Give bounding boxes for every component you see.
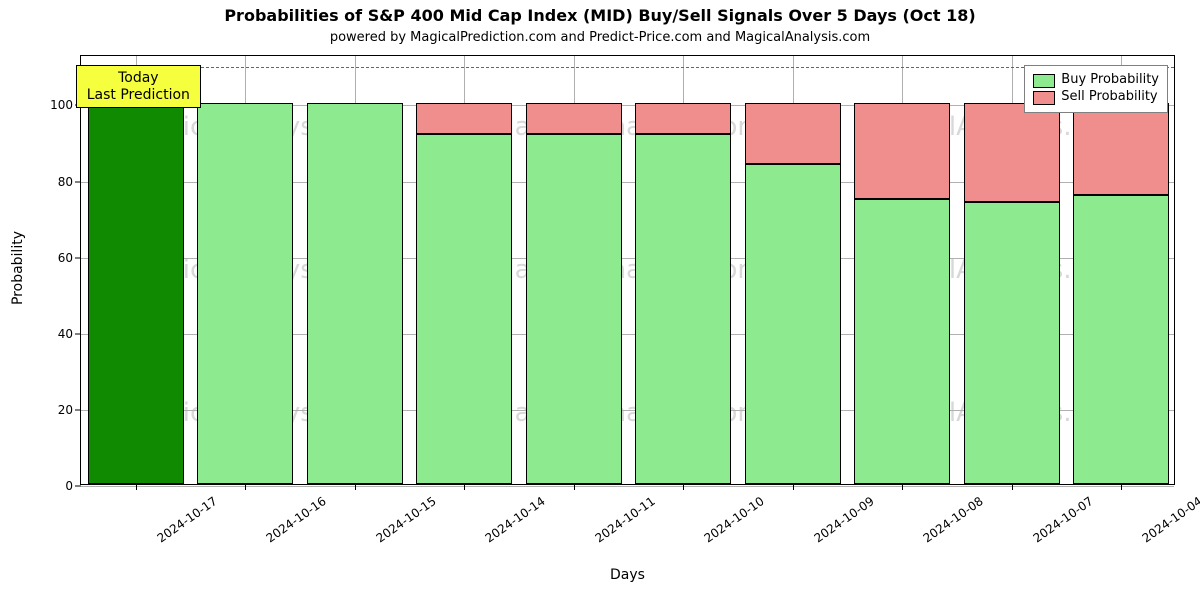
chart-container: Probabilities of S&P 400 Mid Cap Index (… [0, 0, 1200, 600]
xtick-label: 2024-10-11 [592, 494, 657, 545]
callout-line: Last Prediction [87, 87, 190, 103]
bar-sell [745, 103, 841, 164]
xtick-mark [355, 484, 356, 490]
bar-buy [745, 164, 841, 484]
xtick-mark [245, 484, 246, 490]
bar-sell [964, 103, 1060, 202]
xtick-label: 2024-10-15 [373, 494, 438, 545]
ytick-label: 80 [58, 175, 81, 189]
legend-label: Sell Probability [1061, 89, 1157, 106]
bar-sell [1073, 103, 1169, 194]
legend: Buy ProbabilitySell Probability [1024, 65, 1168, 113]
bar-buy [416, 134, 512, 484]
legend-item: Sell Probability [1033, 89, 1159, 106]
bar-buy [88, 103, 184, 484]
bar-buy [526, 134, 622, 484]
bar-buy [197, 103, 293, 484]
bar-buy [307, 103, 403, 484]
legend-label: Buy Probability [1061, 72, 1159, 89]
xtick-label: 2024-10-09 [811, 494, 876, 545]
xtick-mark [464, 484, 465, 490]
xtick-label: 2024-10-10 [702, 494, 767, 545]
xtick-mark [902, 484, 903, 490]
bar-sell [854, 103, 950, 198]
xtick-label: 2024-10-14 [483, 494, 548, 545]
xtick-label: 2024-10-04 [1140, 494, 1200, 545]
bar-buy [635, 134, 731, 484]
legend-item: Buy Probability [1033, 72, 1159, 89]
bar-buy [1073, 195, 1169, 484]
xtick-label: 2024-10-16 [264, 494, 329, 545]
xtick-mark [793, 484, 794, 490]
bar-sell [635, 103, 731, 133]
ytick-label: 40 [58, 327, 81, 341]
top-reference-line [81, 67, 1174, 68]
ytick-label: 0 [65, 479, 81, 493]
xtick-mark [574, 484, 575, 490]
y-axis-label: Probability [10, 208, 26, 328]
xtick-mark [1012, 484, 1013, 490]
today-callout: TodayLast Prediction [76, 65, 201, 107]
xtick-label: 2024-10-07 [1030, 494, 1095, 545]
ytick-label: 20 [58, 403, 81, 417]
chart-title: Probabilities of S&P 400 Mid Cap Index (… [0, 6, 1200, 25]
plot-area: MagicalAnalysis.comMagicalAnalysis.comMa… [80, 55, 1175, 485]
legend-swatch [1033, 91, 1055, 105]
callout-line: Today [87, 70, 190, 86]
bar-buy [964, 202, 1060, 484]
x-axis-label: Days [80, 567, 1175, 583]
xtick-mark [136, 484, 137, 490]
chart-subtitle: powered by MagicalPrediction.com and Pre… [0, 30, 1200, 45]
legend-swatch [1033, 74, 1055, 88]
xtick-label: 2024-10-17 [154, 494, 219, 545]
ytick-label: 60 [58, 251, 81, 265]
xtick-label: 2024-10-08 [921, 494, 986, 545]
xtick-mark [683, 484, 684, 490]
xtick-mark [1121, 484, 1122, 490]
bar-buy [854, 199, 950, 484]
bar-sell [416, 103, 512, 133]
bar-sell [526, 103, 622, 133]
